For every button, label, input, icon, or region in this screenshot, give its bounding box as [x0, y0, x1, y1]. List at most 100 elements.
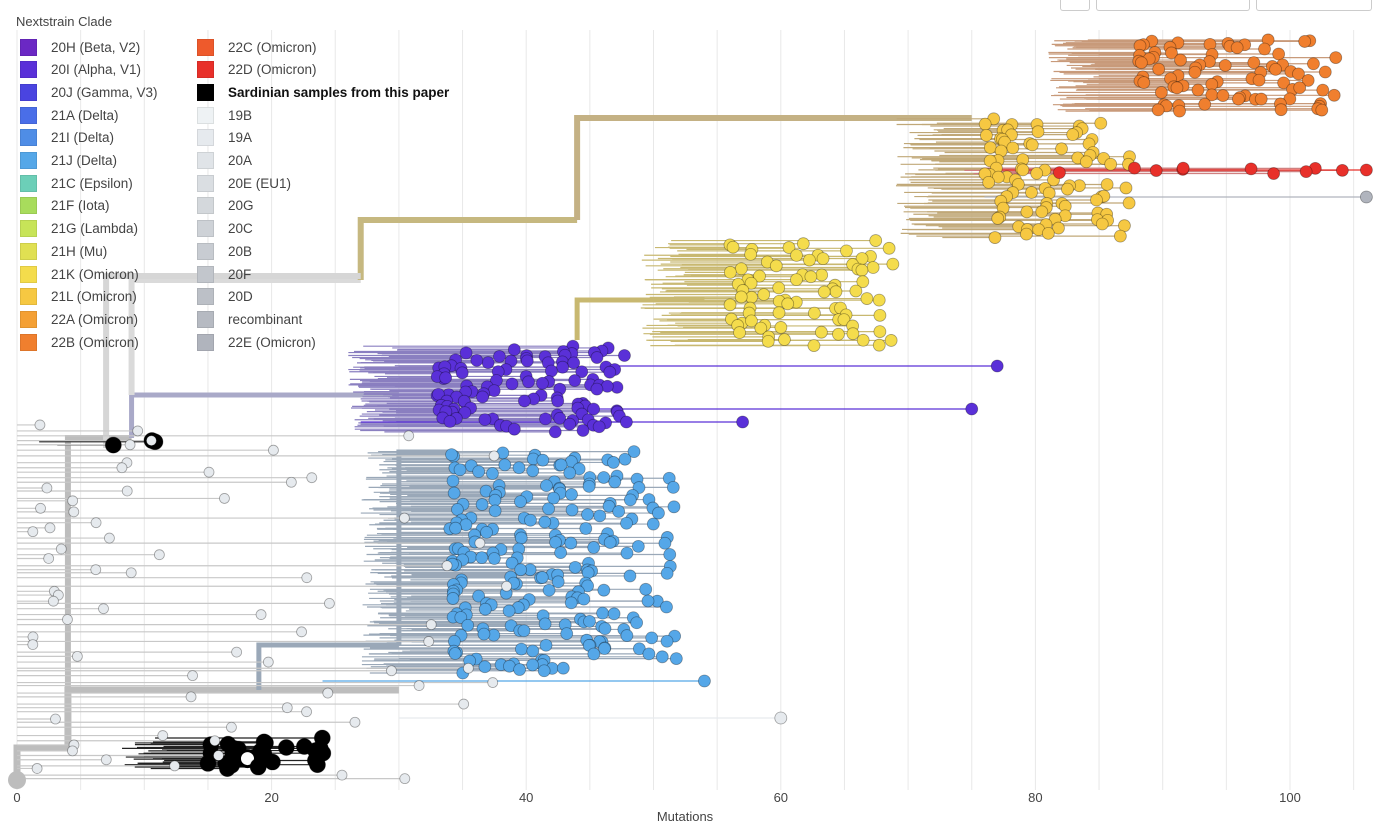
tip-node[interactable]: [982, 175, 996, 189]
tip-node[interactable]: [790, 248, 803, 262]
tip-node[interactable]: [403, 430, 415, 442]
tip-node[interactable]: [856, 333, 870, 347]
tip-node[interactable]: [470, 353, 484, 367]
tip-node[interactable]: [736, 415, 750, 429]
tip-node[interactable]: [488, 450, 500, 462]
tip-node[interactable]: [524, 513, 537, 527]
tip-node[interactable]: [187, 670, 198, 682]
tip-node[interactable]: [590, 382, 604, 396]
tip-node[interactable]: [386, 665, 397, 677]
tip-node[interactable]: [535, 571, 549, 584]
tip-node[interactable]: [1035, 205, 1049, 219]
tip-node[interactable]: [761, 334, 775, 348]
tip-node[interactable]: [27, 526, 39, 538]
legend-item[interactable]: 21H (Mu): [20, 241, 107, 261]
tip-node[interactable]: [1095, 217, 1109, 231]
tip-node[interactable]: [734, 290, 748, 304]
tip-node[interactable]: [1030, 166, 1044, 180]
tip-node[interactable]: [860, 292, 874, 305]
tip-node[interactable]: [866, 261, 880, 274]
tip-node[interactable]: [439, 371, 452, 385]
tip-node[interactable]: [882, 241, 896, 255]
tip-node[interactable]: [478, 660, 492, 674]
tip-node[interactable]: [804, 270, 818, 284]
tip-node[interactable]: [55, 543, 67, 555]
tip-node[interactable]: [1198, 97, 1212, 111]
legend-item[interactable]: 21K (Omicron): [20, 264, 139, 284]
tip-node[interactable]: [733, 326, 746, 339]
tip-node[interactable]: [607, 456, 620, 469]
tip-node[interactable]: [213, 750, 224, 761]
tip-node[interactable]: [1283, 92, 1297, 106]
tip-node[interactable]: [441, 560, 453, 572]
tip-node[interactable]: [1254, 92, 1268, 106]
tip-node[interactable]: [620, 516, 633, 530]
tip-node[interactable]: [453, 463, 467, 477]
tip-node[interactable]: [991, 170, 1005, 184]
tip-node[interactable]: [655, 650, 669, 664]
legend-item[interactable]: 20G: [197, 196, 254, 216]
tip-node[interactable]: [596, 606, 609, 620]
tip-node[interactable]: [34, 419, 46, 431]
tip-node[interactable]: [507, 343, 521, 357]
tip-node[interactable]: [1152, 62, 1166, 76]
tip-node[interactable]: [536, 453, 550, 467]
tip-node[interactable]: [472, 465, 486, 479]
tip-node[interactable]: [146, 435, 157, 447]
tip-node[interactable]: [31, 763, 43, 774]
tip-node[interactable]: [124, 439, 136, 451]
tip-node[interactable]: [663, 548, 677, 561]
tip-node[interactable]: [849, 284, 863, 298]
tip-node[interactable]: [43, 553, 55, 564]
tip-node[interactable]: [660, 566, 674, 580]
tip-node[interactable]: [446, 592, 460, 605]
legend-item[interactable]: 22B (Omicron): [20, 332, 139, 352]
tip-node[interactable]: [481, 356, 495, 369]
legend-item[interactable]: 20D: [197, 287, 253, 307]
tip-node[interactable]: [618, 452, 632, 466]
tip-node[interactable]: [603, 536, 617, 549]
tip-node[interactable]: [1100, 178, 1114, 191]
tip-node[interactable]: [520, 354, 534, 368]
tip-node[interactable]: [587, 402, 601, 416]
tip-node[interactable]: [778, 333, 791, 346]
tip-node[interactable]: [872, 293, 886, 307]
tip-node[interactable]: [1079, 155, 1093, 169]
tip-node[interactable]: [602, 499, 616, 513]
tip-node[interactable]: [1318, 65, 1332, 79]
tip-node[interactable]: [1316, 83, 1330, 97]
tip-node[interactable]: [100, 754, 112, 766]
tip-node[interactable]: [884, 334, 898, 347]
tip-node[interactable]: [538, 617, 552, 631]
tip-node[interactable]: [1230, 41, 1244, 55]
tip-node[interactable]: [1218, 59, 1232, 72]
tip-node[interactable]: [249, 758, 267, 775]
tip-node[interactable]: [965, 402, 979, 416]
tip-node[interactable]: [1020, 205, 1034, 219]
tip-node[interactable]: [869, 234, 883, 247]
tip-node[interactable]: [121, 485, 133, 497]
tip-node[interactable]: [988, 231, 1002, 244]
tip-node[interactable]: [565, 488, 578, 501]
tip-node[interactable]: [514, 531, 528, 545]
tip-node[interactable]: [296, 626, 307, 638]
tip-node[interactable]: [1053, 166, 1066, 180]
tip-node[interactable]: [1042, 186, 1056, 200]
tip-node[interactable]: [1292, 67, 1305, 81]
tip-node[interactable]: [1173, 104, 1186, 118]
legend-item[interactable]: 20H (Beta, V2): [20, 37, 140, 57]
tip-node[interactable]: [583, 614, 596, 628]
tip-node[interactable]: [1149, 164, 1163, 177]
tip-node[interactable]: [462, 662, 474, 674]
tip-node[interactable]: [1272, 47, 1286, 61]
tip-node[interactable]: [579, 522, 593, 535]
tip-node[interactable]: [652, 506, 665, 520]
tip-node[interactable]: [203, 466, 215, 478]
tip-node[interactable]: [71, 650, 83, 662]
tip-node[interactable]: [1151, 103, 1165, 117]
tip-node[interactable]: [563, 417, 577, 431]
tip-node[interactable]: [185, 691, 197, 703]
tip-node[interactable]: [564, 536, 578, 550]
tip-node[interactable]: [50, 713, 61, 725]
tip-node[interactable]: [1267, 167, 1281, 180]
